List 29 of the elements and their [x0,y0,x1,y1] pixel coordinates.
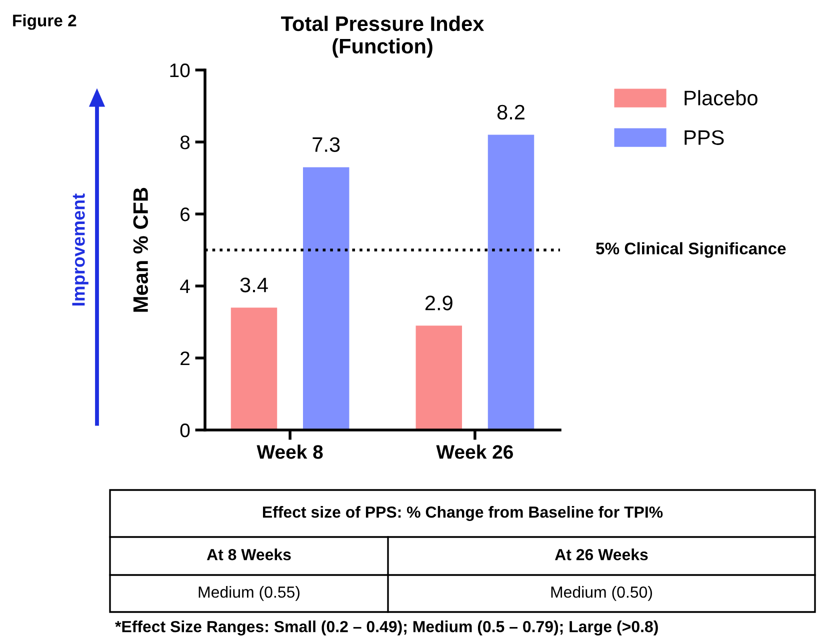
caption: Figure 2 [13,14,76,30]
ref-line-label: 5% Clinical Significance [596,242,786,258]
y-tick-label: 4 [180,280,190,294]
text: Medium (0.50) [551,586,652,601]
y-tick-label: 0 [180,423,190,438]
data-label: 8.2 [497,104,524,120]
text: At 26 Weeks [554,548,648,560]
legend-label: PPS [684,130,724,145]
text: Medium (0.55) [198,586,300,601]
x-tick-label: Week 8 [256,444,323,459]
y-axis-title: Mean % CFB [133,188,148,312]
text: Improvement [72,194,88,306]
data-label: 7.3 [312,137,340,152]
y-tick-label: 10 [170,63,190,78]
bar [302,167,350,430]
text: Effect size of PPS: % Change from Baseline for TPI% [262,506,663,521]
text: *Effect Size Ranges: Small (0.2 – 0.49); Medium (0.5 – 0.79); Large (>0.8) [115,620,658,636]
legend-label: Placebo [684,90,758,106]
x-tick-label: Week 26 [436,444,513,459]
data-label: 2.9 [425,296,452,310]
bar [230,308,278,430]
bar [416,326,462,430]
y-tick-label: 8 [180,135,190,150]
y-tick-label: 6 [180,207,190,222]
chart-title: Total Pressure Index (Function) [281,16,484,58]
y-tick-label: 2 [180,351,190,366]
data-label: 3.4 [240,278,268,292]
text: At 8 Weeks [206,548,291,560]
bar [488,134,534,430]
